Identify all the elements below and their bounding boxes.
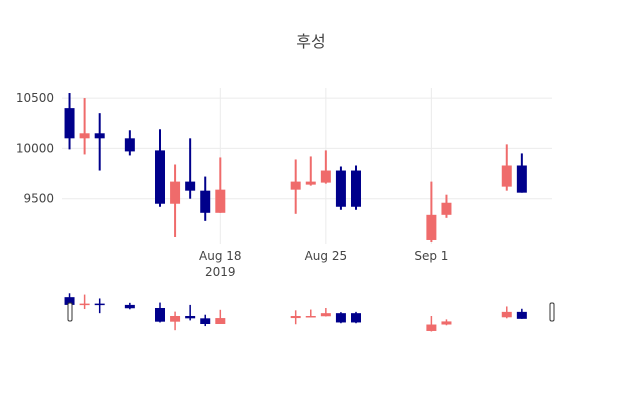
rangeslider-candle: [305, 316, 316, 318]
candle-body-decreasing: [335, 170, 346, 207]
x-tick-sublabel: 2019: [205, 265, 236, 279]
candle-body-increasing: [441, 202, 452, 215]
candle-body-decreasing: [200, 190, 211, 213]
candle-body-decreasing: [94, 133, 105, 139]
rangeslider-candle: [155, 308, 165, 322]
rangeslider-left-handle[interactable]: [67, 302, 73, 322]
candle-body-decreasing: [155, 150, 165, 204]
candle-body-increasing: [305, 181, 316, 185]
x-tick-label: Aug 25: [305, 249, 348, 263]
rangeslider-candle: [64, 297, 75, 305]
y-tick-label: 10500: [16, 91, 54, 105]
candle-body-increasing: [501, 165, 512, 187]
rangeslider-candle: [290, 316, 301, 319]
rangeslider-right-handle[interactable]: [549, 302, 555, 322]
candle-body-increasing: [79, 133, 90, 139]
candle-body-increasing: [426, 214, 437, 240]
x-tick-label: Aug 18: [199, 249, 242, 263]
candle-body-decreasing: [124, 138, 135, 152]
rangeslider-candle: [441, 321, 452, 325]
candle-body-decreasing: [64, 108, 75, 139]
candle-body-decreasing: [516, 165, 527, 193]
rangeslider-candle: [426, 324, 437, 331]
x-tick-label: Sep 1: [414, 249, 448, 263]
candle-body-increasing: [170, 181, 181, 204]
candle-body-increasing: [320, 170, 331, 183]
rangeslider-candle: [501, 311, 512, 318]
y-tick-label: 10000: [16, 141, 54, 155]
rangeslider-candle: [516, 311, 527, 319]
rangeslider-candle: [170, 316, 181, 322]
rangeslider-candle: [94, 303, 105, 306]
candle-body-increasing: [215, 189, 226, 213]
rangeslider-candle: [185, 316, 196, 319]
chart-title: 후성: [296, 32, 326, 51]
candle-body-decreasing: [351, 170, 361, 207]
rangeslider-candle: [200, 318, 211, 324]
rangeslider-candle: [79, 303, 90, 306]
rangeslider-candle: [320, 313, 331, 317]
rangeslider-candle: [124, 304, 135, 309]
rangeslider-candle: [351, 313, 361, 323]
candle-body-decreasing: [185, 181, 196, 191]
rangeslider-candle: [215, 318, 226, 324]
rangeslider-candle: [335, 313, 346, 323]
y-tick-label: 9500: [23, 192, 54, 206]
candle-body-increasing: [290, 181, 301, 190]
